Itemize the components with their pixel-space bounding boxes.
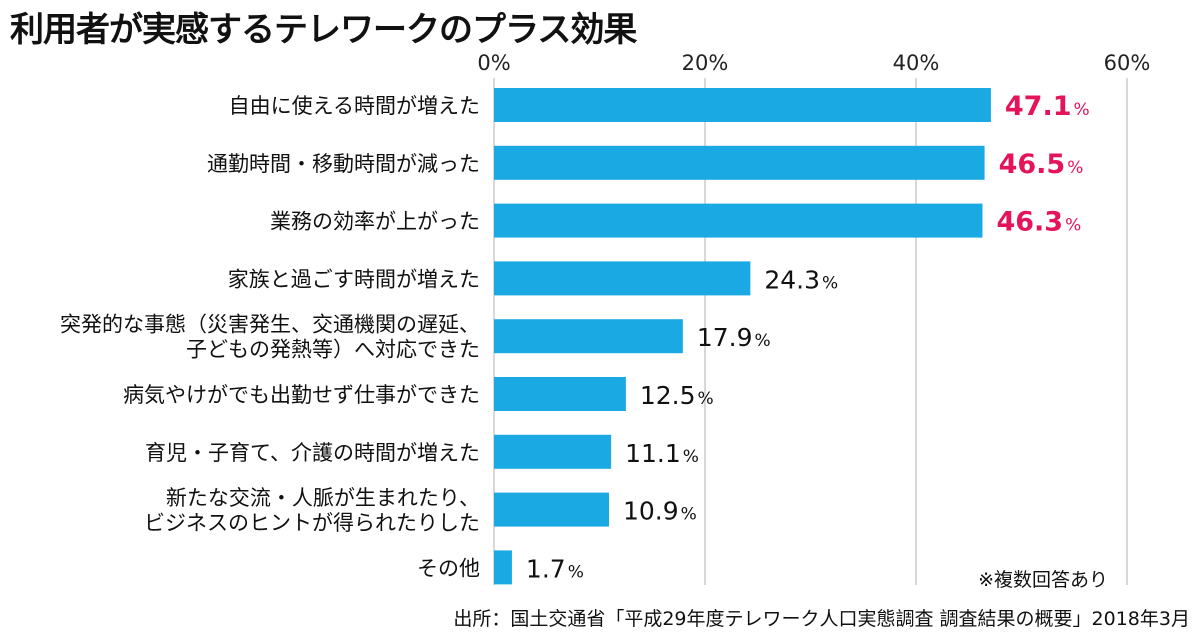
- value-unit: %: [681, 505, 697, 525]
- value-number: 11.1: [625, 439, 681, 468]
- value-label: 10.9%: [623, 497, 697, 526]
- value-label: 46.5%: [999, 149, 1084, 180]
- category-label: ビジネスのヒントが得られたりした: [144, 511, 480, 535]
- x-tick-label: 20%: [682, 51, 729, 75]
- value-unit: %: [698, 389, 714, 409]
- category-label-layer: 自由に使える時間が増えた通勤時間・移動時間が減った業務の効率が上がった家族と過ご…: [60, 94, 480, 580]
- category-label: 突発的な事態（災害発生、交通機関の遅延、: [60, 313, 480, 337]
- value-unit: %: [1074, 100, 1090, 120]
- value-unit: %: [568, 562, 584, 582]
- value-label: 17.9%: [697, 323, 771, 352]
- bar: [494, 377, 626, 411]
- value-unit: %: [1067, 158, 1083, 178]
- tick-layer: 0% 20% 40% 60%: [477, 51, 1150, 75]
- value-number: 1.7: [526, 554, 566, 583]
- bar: [494, 492, 609, 527]
- value-number: 10.9: [623, 497, 679, 526]
- category-label: その他: [417, 556, 480, 580]
- value-number: 46.3: [996, 207, 1063, 238]
- category-label: 家族と過ごす時間が増えた: [228, 267, 480, 291]
- x-tick-label: 60%: [1104, 51, 1151, 75]
- category-label: 自由に使える時間が増えた: [229, 94, 480, 118]
- value-unit: %: [683, 447, 699, 467]
- bar: [494, 145, 985, 180]
- bar: [494, 88, 991, 122]
- bar: [494, 319, 683, 354]
- category-label: 新たな交流・人脈が生まれたり、: [166, 486, 480, 510]
- value-number: 46.5: [999, 149, 1066, 180]
- value-number: 17.9: [697, 323, 753, 352]
- value-label: 1.7%: [526, 554, 584, 583]
- bar: [494, 550, 512, 585]
- category-label: 通勤時間・移動時間が減った: [207, 152, 480, 176]
- bar: [494, 434, 612, 469]
- value-unit: %: [1065, 216, 1081, 236]
- value-unit: %: [822, 273, 838, 293]
- value-number: 47.1: [1005, 91, 1072, 122]
- value-number: 12.5: [640, 381, 696, 410]
- value-label: 47.1%: [1005, 91, 1090, 122]
- chart-title: 利用者が実感するテレワークのプラス効果: [10, 10, 637, 50]
- value-number: 24.3: [764, 265, 820, 294]
- category-label: 子どもの発熱等）へ対応できた: [186, 338, 480, 362]
- source-credit: 出所：国土交通省「平成29年度テレワーク人口実態調査 調査結果の概要」2018年…: [453, 608, 1190, 630]
- value-label: 11.1%: [625, 439, 699, 468]
- value-label: 24.3%: [764, 265, 838, 294]
- value-label: 12.5%: [640, 381, 714, 410]
- value-label: 46.3%: [996, 207, 1081, 238]
- value-label-layer: 47.1 %46.5 %46.3 %24.3 %17.9 %12.5 %11.1 %10.9%…: [526, 91, 1090, 583]
- bar: [494, 261, 751, 296]
- note-multiple-answers: ※複数回答あり: [978, 569, 1108, 591]
- x-tick-label: 40%: [893, 51, 940, 75]
- value-unit: %: [755, 331, 771, 351]
- x-tick-label: 0%: [477, 51, 510, 75]
- bar-layer: [494, 88, 991, 585]
- bar: [494, 203, 983, 238]
- category-label: 育児・子育て、介護の時間が増えた: [145, 441, 480, 465]
- category-label: 業務の効率が上がった: [270, 210, 480, 234]
- category-label: 病気やけがでも出勤せず仕事ができた: [123, 383, 480, 407]
